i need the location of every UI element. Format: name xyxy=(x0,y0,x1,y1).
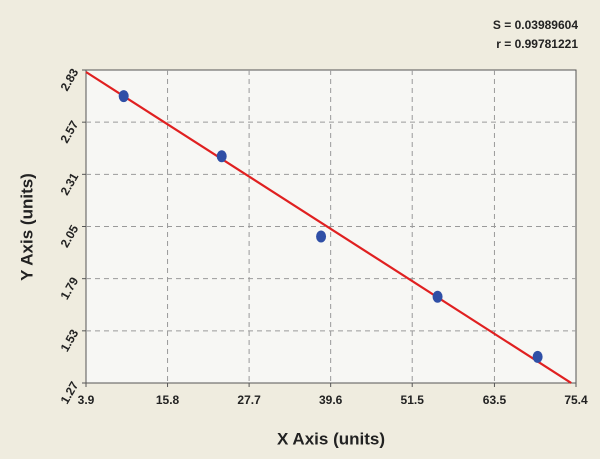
x-tick-label: 51.5 xyxy=(401,393,425,407)
y-tick-label: 1.53 xyxy=(58,327,82,355)
fit-line xyxy=(85,71,572,384)
x-tick-label: 3.9 xyxy=(78,393,95,407)
x-tick-label: 63.5 xyxy=(483,393,507,407)
point xyxy=(532,350,543,363)
x-tick-label: 27.7 xyxy=(237,393,261,407)
x-tick-label: 39.6 xyxy=(319,393,343,407)
x-axis-label: X Axis (units) xyxy=(277,429,385,448)
point xyxy=(432,290,443,303)
x-tick-label: 75.4 xyxy=(564,393,588,407)
annotation: S = 0.03989604 xyxy=(493,18,578,32)
y-tick-label: 2.83 xyxy=(58,66,82,94)
annotation: r = 0.99781221 xyxy=(496,37,578,51)
point xyxy=(316,230,327,243)
point xyxy=(216,150,227,163)
y-tick-label: 2.05 xyxy=(58,222,82,250)
point xyxy=(118,90,129,103)
y-tick-label: 1.79 xyxy=(58,274,82,302)
y-tick-label: 2.31 xyxy=(58,170,82,198)
x-tick-label: 15.8 xyxy=(156,393,180,407)
y-axis-label: Y Axis (units) xyxy=(17,173,36,281)
y-tick-label: 2.57 xyxy=(58,118,82,146)
